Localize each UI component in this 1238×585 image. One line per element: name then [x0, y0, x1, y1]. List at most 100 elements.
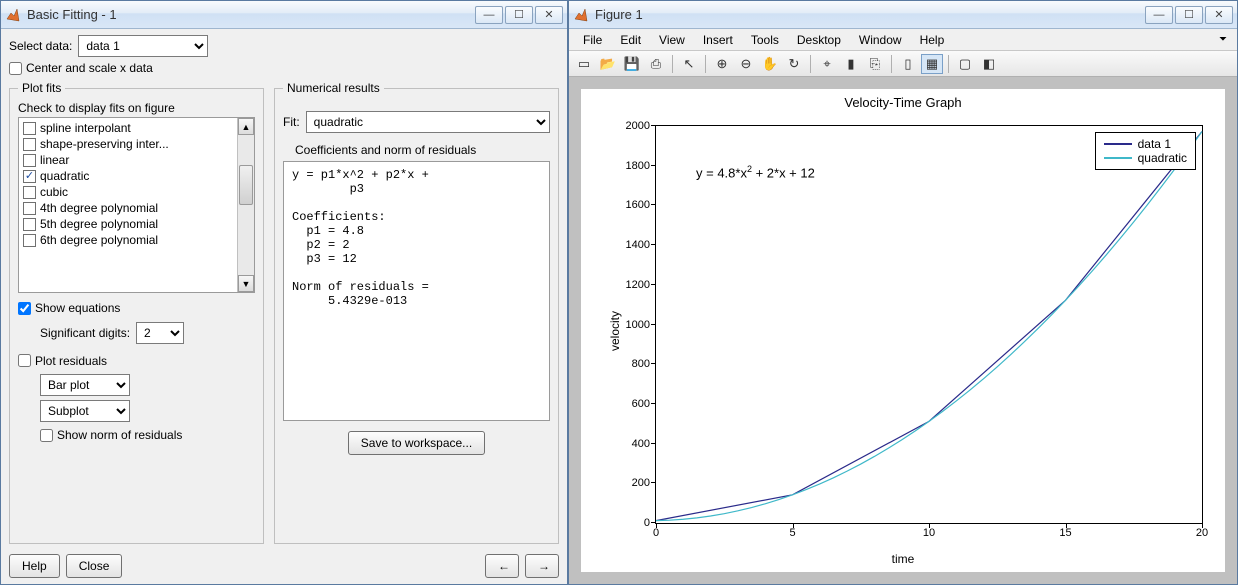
maximize-button[interactable]: ☐ [505, 6, 533, 24]
fit-dropdown[interactable]: quadratic [306, 111, 550, 133]
colorbar-icon[interactable]: ▯ [897, 54, 919, 74]
plot-residuals-checkbox[interactable]: Plot residuals [18, 354, 107, 368]
fit-option[interactable]: 6th degree polynomial [19, 232, 237, 248]
y-tick-mark [651, 443, 656, 444]
zoom-out-icon[interactable]: ⊖ [735, 54, 757, 74]
legend-line-icon [1104, 157, 1132, 159]
legend[interactable]: data 1quadratic [1095, 132, 1196, 170]
figure-canvas-area: Velocity-Time Graph velocity time data 1… [569, 77, 1237, 584]
data-cursor-icon[interactable]: ⌖ [816, 54, 838, 74]
fit-option[interactable]: 5th degree polynomial [19, 216, 237, 232]
fit-option-label: 5th degree polynomial [40, 217, 158, 231]
close-dialog-button[interactable]: Close [66, 554, 123, 578]
menu-view[interactable]: View [651, 31, 693, 49]
y-tick-label: 1200 [626, 279, 656, 291]
series-quadratic [656, 132, 1202, 521]
checkbox-icon [23, 186, 36, 199]
fit-option-label: linear [40, 153, 69, 167]
checkbox-icon: ✓ [23, 170, 36, 183]
maximize-button[interactable]: ☐ [1175, 6, 1203, 24]
close-button[interactable]: ✕ [1205, 6, 1233, 24]
toolbar-separator [810, 55, 811, 73]
fit-option[interactable]: 4th degree polynomial [19, 200, 237, 216]
scroll-thumb[interactable] [239, 165, 253, 205]
window-title: Basic Fitting - 1 [27, 7, 475, 22]
toolbar-separator [672, 55, 673, 73]
select-data-dropdown[interactable]: data 1 [78, 35, 208, 57]
y-tick-label: 400 [632, 438, 656, 450]
menubar-expander-icon[interactable]: ⏷ [1215, 32, 1231, 47]
sig-digits-label: Significant digits: [40, 326, 130, 340]
scroll-up-icon[interactable]: ▲ [238, 118, 254, 135]
menu-edit[interactable]: Edit [612, 31, 649, 49]
window-title: Figure 1 [595, 7, 1145, 22]
plot-lines [656, 126, 1202, 523]
save-icon[interactable]: 💾 [621, 54, 643, 74]
menu-file[interactable]: File [575, 31, 610, 49]
y-tick-mark [651, 324, 656, 325]
rotate-icon[interactable]: ↻ [783, 54, 805, 74]
hide-tools-icon[interactable]: ▢ [954, 54, 976, 74]
y-tick-mark [651, 482, 656, 483]
legend-entry: data 1 [1104, 137, 1187, 151]
chart-title: Velocity-Time Graph [581, 89, 1225, 110]
zoom-in-icon[interactable]: ⊕ [711, 54, 733, 74]
link-icon[interactable]: ⎘ [864, 54, 886, 74]
fit-option-label: cubic [40, 185, 68, 199]
show-norm-checkbox[interactable]: Show norm of residuals [40, 428, 182, 442]
prev-panel-button[interactable]: ← [485, 554, 519, 578]
dock-icon[interactable]: ◧ [978, 54, 1000, 74]
scroll-down-icon[interactable]: ▼ [238, 275, 254, 292]
print-icon[interactable]: ⎙ [645, 54, 667, 74]
fit-option-label: shape-preserving inter... [40, 137, 169, 151]
fit-option[interactable]: ✓quadratic [19, 168, 237, 184]
open-icon[interactable]: 📂 [597, 54, 619, 74]
fit-option-label: 4th degree polynomial [40, 201, 158, 215]
menu-tools[interactable]: Tools [743, 31, 787, 49]
help-button[interactable]: Help [9, 554, 60, 578]
menu-insert[interactable]: Insert [695, 31, 741, 49]
fit-option[interactable]: cubic [19, 184, 237, 200]
sig-digits-dropdown[interactable]: 2 [136, 322, 184, 344]
close-button[interactable]: ✕ [535, 6, 563, 24]
select-data-label: Select data: [9, 39, 72, 53]
x-tick-mark [656, 523, 657, 528]
checkbox-icon [23, 218, 36, 231]
legend-icon[interactable]: ▦ [921, 54, 943, 74]
x-tick-mark [1202, 523, 1203, 528]
residual-location-dropdown[interactable]: Subplot [40, 400, 130, 422]
series-data-1 [656, 132, 1202, 521]
fit-option[interactable]: shape-preserving inter... [19, 136, 237, 152]
coefficients-header: Coefficients and norm of residuals [295, 143, 550, 157]
y-axis-label: velocity [608, 310, 622, 350]
y-tick-label: 1000 [626, 319, 656, 331]
menu-help[interactable]: Help [912, 31, 953, 49]
fit-option[interactable]: spline interpolant [19, 120, 237, 136]
new-icon[interactable]: ▭ [573, 54, 595, 74]
fits-listbox[interactable]: spline interpolantshape-preserving inter… [18, 117, 255, 293]
y-tick-mark [651, 204, 656, 205]
check-display-label: Check to display fits on figure [18, 101, 255, 115]
checkbox-icon [23, 202, 36, 215]
y-tick-label: 1400 [626, 239, 656, 251]
show-equations-checkbox[interactable]: Show equations [18, 301, 120, 315]
fit-option[interactable]: linear [19, 152, 237, 168]
menu-desktop[interactable]: Desktop [789, 31, 849, 49]
save-to-workspace-button[interactable]: Save to workspace... [348, 431, 485, 455]
titlebar: Basic Fitting - 1 — ☐ ✕ [1, 1, 567, 29]
pan-icon[interactable]: ✋ [759, 54, 781, 74]
next-panel-button[interactable]: → [525, 554, 559, 578]
y-tick-label: 600 [632, 398, 656, 410]
brush-icon[interactable]: ▮ [840, 54, 862, 74]
minimize-button[interactable]: — [475, 6, 503, 24]
fits-scrollbar[interactable]: ▲ ▼ [237, 118, 254, 292]
x-tick-mark [793, 523, 794, 528]
menu-window[interactable]: Window [851, 31, 910, 49]
y-tick-mark [651, 244, 656, 245]
checkbox-icon [23, 154, 36, 167]
residual-type-dropdown[interactable]: Bar plot [40, 374, 130, 396]
minimize-button[interactable]: — [1145, 6, 1173, 24]
equation-annotation: y = 4.8*x2 + 2*x + 12 [696, 164, 815, 180]
center-scale-checkbox[interactable]: Center and scale x data [9, 61, 559, 75]
pointer-icon[interactable]: ↖ [678, 54, 700, 74]
